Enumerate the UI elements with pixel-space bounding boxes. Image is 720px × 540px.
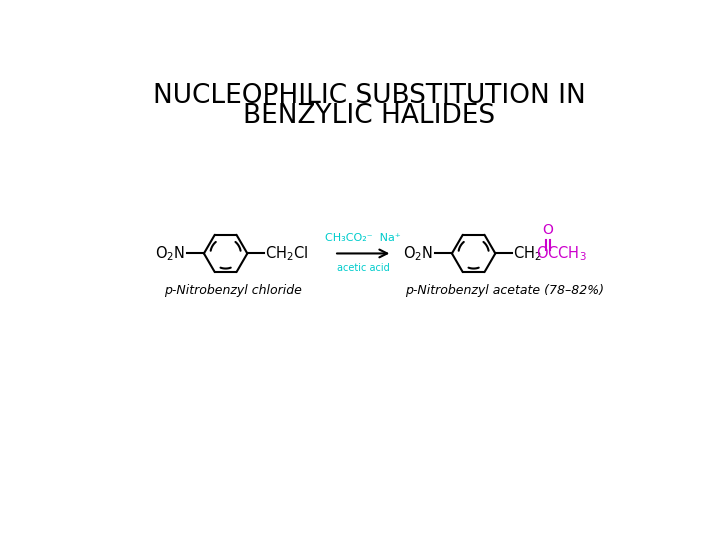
Text: O: O — [543, 223, 554, 237]
Text: p-Nitrobenzyl acetate (78–82%): p-Nitrobenzyl acetate (78–82%) — [405, 284, 604, 297]
Text: BENZYLIC HALIDES: BENZYLIC HALIDES — [243, 103, 495, 130]
Text: $\mathsf{OCCH_3}$: $\mathsf{OCCH_3}$ — [536, 244, 587, 263]
Text: p-Nitrobenzyl chloride: p-Nitrobenzyl chloride — [164, 284, 302, 297]
Text: acetic acid: acetic acid — [337, 262, 390, 273]
Text: NUCLEOPHILIC SUBSTITUTION IN: NUCLEOPHILIC SUBSTITUTION IN — [153, 83, 585, 109]
Text: $\mathsf{CH_2Cl}$: $\mathsf{CH_2Cl}$ — [265, 244, 308, 263]
Text: O$_2$N: O$_2$N — [403, 244, 433, 263]
Text: O$_2$N: O$_2$N — [156, 244, 185, 263]
Text: CH₃CO₂⁻  Na⁺: CH₃CO₂⁻ Na⁺ — [325, 233, 401, 242]
Text: $\mathsf{CH_2}$: $\mathsf{CH_2}$ — [513, 244, 542, 263]
